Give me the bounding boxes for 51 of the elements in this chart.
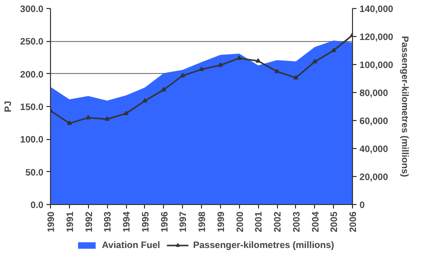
y-tick-label: 50.0 — [25, 167, 44, 178]
x-tick-label: 2003 — [291, 211, 302, 232]
y2-tick-label: 120,000 — [360, 32, 394, 42]
x-tick-label: 1998 — [197, 211, 207, 232]
y2-tick-label: 140,000 — [360, 4, 394, 14]
point — [180, 72, 186, 78]
x-tick-label: 1992 — [84, 211, 94, 232]
point — [142, 98, 148, 103]
point — [256, 58, 261, 63]
x-tick-label: 1993 — [102, 211, 113, 232]
x-tick-label: 1990 — [46, 211, 56, 232]
x-tick-label: 1994 — [122, 210, 132, 232]
y-tick-label: 100.0 — [20, 134, 44, 145]
x-tick-label: 2006 — [348, 211, 358, 232]
y-axis-title: PJ — [3, 100, 14, 112]
point — [124, 110, 128, 116]
point — [161, 86, 166, 92]
x-tick-label: 2001 — [254, 211, 264, 232]
x-tick-label: 2000 — [234, 211, 245, 232]
x-tick-label: 1995 — [140, 211, 150, 232]
point — [236, 55, 242, 60]
y2-tick-label: 0 — [360, 200, 365, 210]
x-tick-label: 2002 — [272, 211, 282, 232]
y2-tick-label: 40,000 — [360, 144, 388, 154]
y2-tick-label: 20,000 — [360, 172, 388, 182]
x-tick-label: 1991 — [64, 211, 75, 232]
x-tick-label: 1997 — [178, 211, 188, 232]
point — [199, 66, 204, 72]
point — [104, 116, 110, 121]
y-tick-label: 300.0 — [20, 4, 44, 14]
legend-label: Passenger-kilometres (millions) — [193, 240, 334, 250]
x-tick-label: 1999 — [216, 211, 226, 232]
point — [293, 74, 298, 80]
y-tick-label: 150.0 — [20, 102, 44, 112]
point — [312, 58, 318, 64]
y-tick-label: 0.0 — [30, 200, 44, 210]
point — [86, 114, 91, 120]
point — [331, 48, 336, 52]
y2-axis-title: Passenger-kilometres (millions) — [400, 36, 410, 178]
point — [218, 62, 223, 67]
y2-tick-label: 60,000 — [360, 116, 388, 126]
point — [66, 120, 72, 125]
y2-tick-label: 80,000 — [360, 88, 388, 98]
x-tick-label: 1996 — [159, 211, 170, 232]
x-tick-label: 2005 — [329, 211, 340, 232]
point — [274, 68, 280, 74]
legend-label: Aviation Fuel — [102, 240, 160, 250]
y-tick-label: 200.0 — [20, 69, 44, 80]
y2-tick-label: 100,000 — [360, 60, 394, 70]
y-tick-label: 250.0 — [20, 36, 44, 47]
x-tick-label: 2004 — [310, 210, 320, 232]
